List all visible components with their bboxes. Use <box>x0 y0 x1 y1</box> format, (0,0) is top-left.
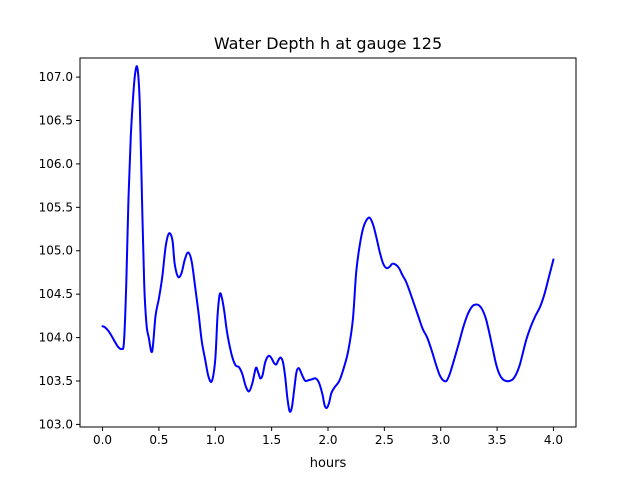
x-tick-label: 0.0 <box>93 433 112 447</box>
y-tick-label: 104.5 <box>39 287 73 301</box>
y-tick-label: 106.5 <box>39 114 73 128</box>
y-tick-label: 105.0 <box>39 244 73 258</box>
y-tick-label: 103.5 <box>39 374 73 388</box>
y-tick-label: 105.5 <box>39 200 73 214</box>
x-axis-label: hours <box>310 456 347 471</box>
plot-background <box>80 58 576 427</box>
series-layer <box>101 65 555 413</box>
y-tick-label: 104.0 <box>39 331 73 345</box>
y-tick-label: 107.0 <box>39 70 73 84</box>
x-tick-label: 4.0 <box>544 433 563 447</box>
x-tick-label: 3.5 <box>488 433 507 447</box>
x-tick-label: 0.5 <box>149 433 168 447</box>
plot-frame <box>79 57 577 428</box>
x-tick-label: 1.0 <box>206 433 225 447</box>
x-tick-label: 2.5 <box>375 433 394 447</box>
chart-title: Water Depth h at gauge 125 <box>214 34 442 53</box>
x-tick-label: 3.0 <box>431 433 450 447</box>
x-tick-label: 1.5 <box>262 433 281 447</box>
x-axis-ticks: 0.0 0.5 1.0 1.5 2.0 2.5 3.0 3.5 4.0 <box>93 427 563 447</box>
y-axis-ticks: 103.0 103.5 104.0 104.5 105.0 105.5 106.0 106.5… <box>39 70 80 431</box>
y-tick-label: 103.0 <box>39 417 73 431</box>
y-tick-label: 106.0 <box>39 157 73 171</box>
x-tick-label: 2.0 <box>318 433 337 447</box>
series-line <box>101 65 555 413</box>
